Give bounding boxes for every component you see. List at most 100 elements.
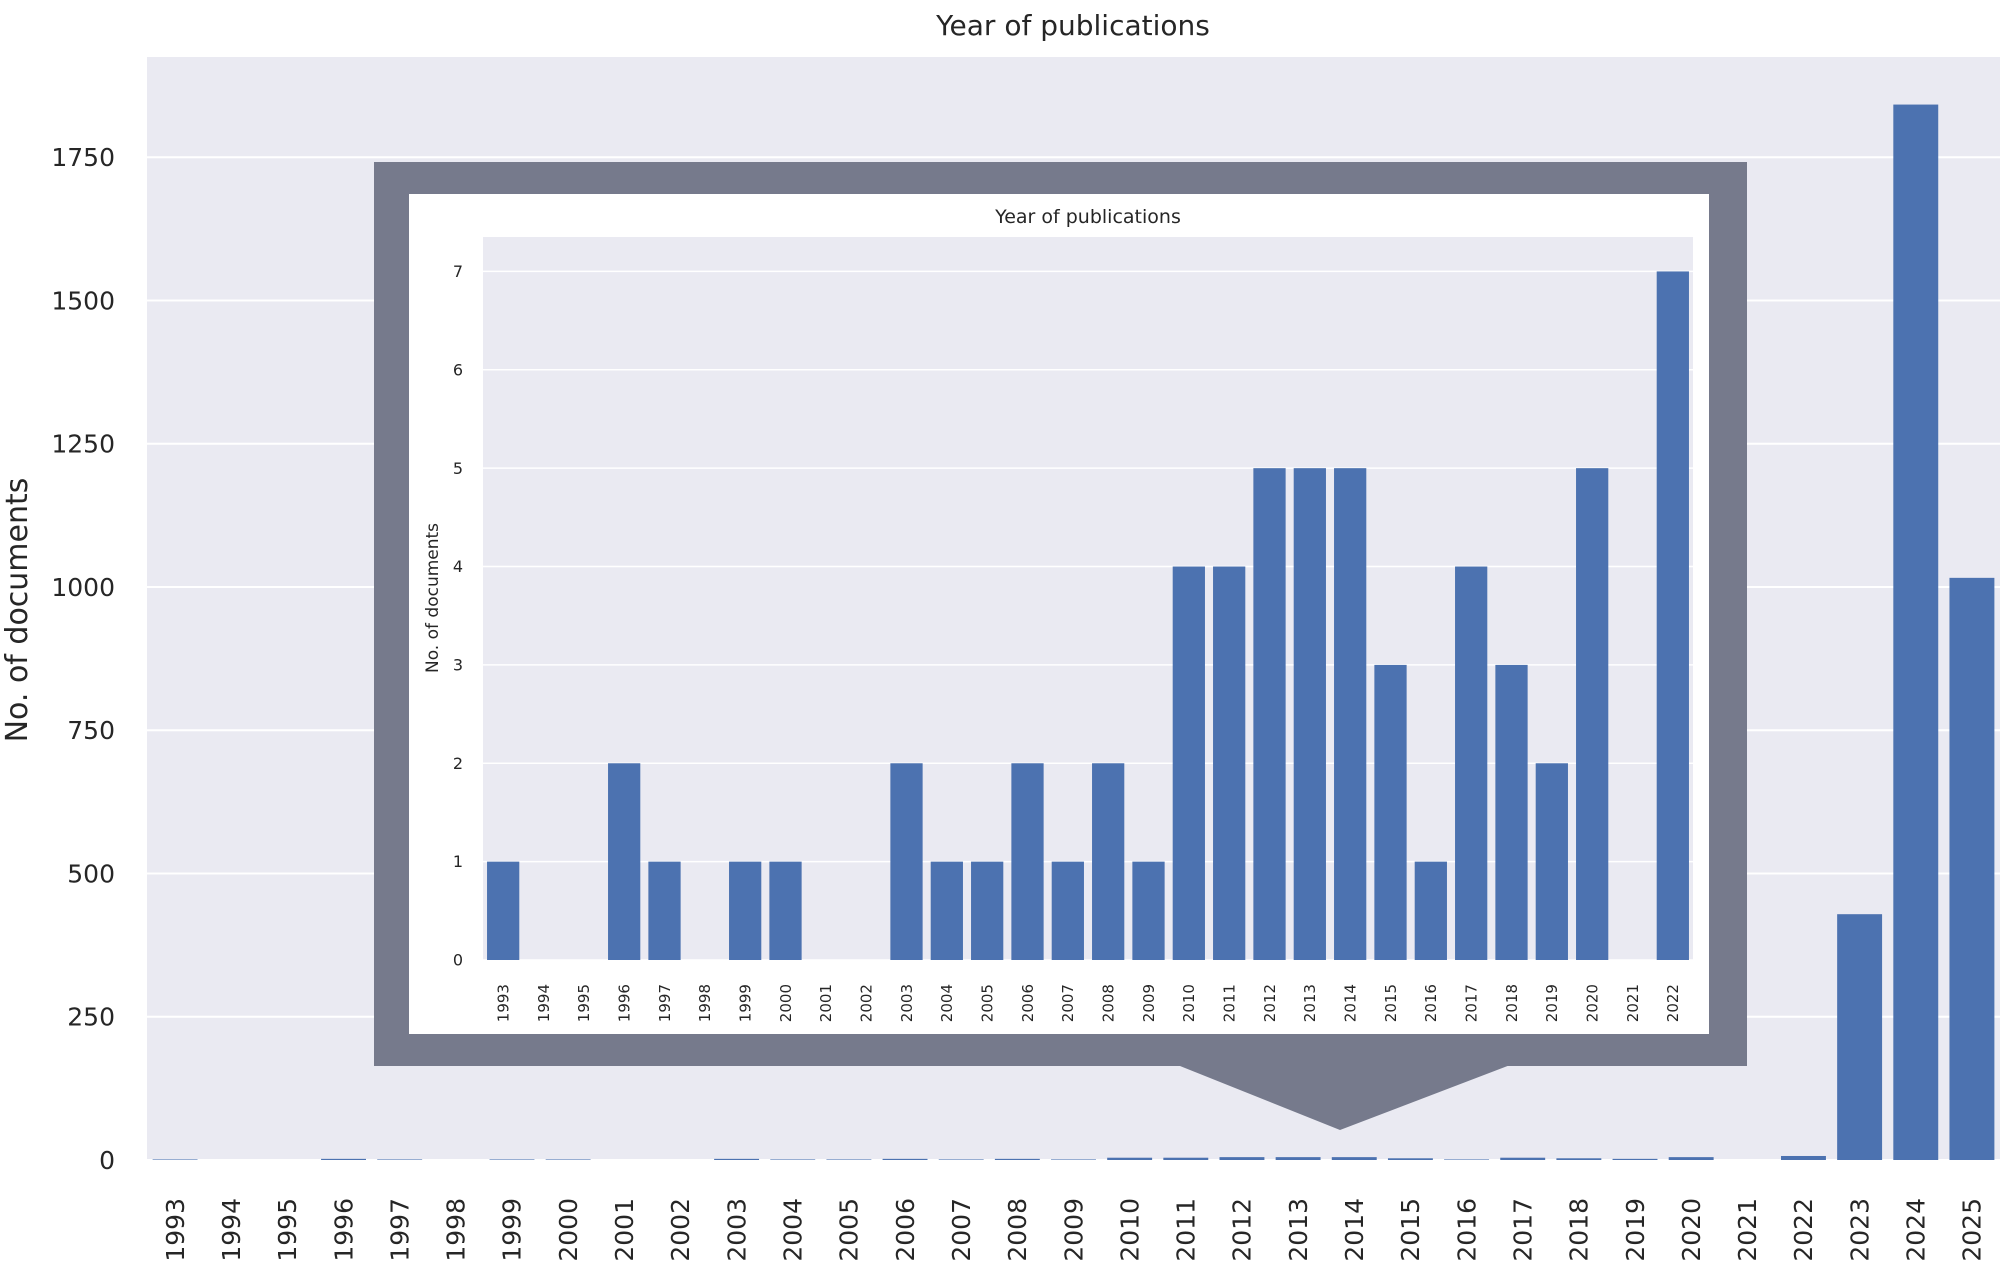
main-x-tick-label: 2003 (722, 1198, 751, 1262)
main-x-tick-label: 2011 (1172, 1198, 1201, 1262)
main-x-tick-label: 2017 (1508, 1198, 1537, 1262)
inset-x-tick-label: 2008 (1099, 984, 1117, 1022)
inset-x-tick-label: 2007 (1059, 984, 1077, 1022)
main-bar-2011 (1163, 1157, 1209, 1160)
main-x-tick-label: 2016 (1452, 1198, 1481, 1262)
inset-x-tick-label: 1999 (736, 984, 754, 1022)
inset-bar-2003 (890, 763, 923, 960)
main-x-tick-label: 1994 (217, 1198, 246, 1262)
main-y-tick-label: 500 (67, 859, 115, 888)
main-y-tick-label: 1750 (51, 143, 115, 172)
inset-y-tick-label: 4 (453, 557, 463, 576)
main-x-tick-label: 2015 (1396, 1198, 1425, 1262)
inset-bar-1999 (729, 861, 762, 960)
inset-y-tick-label: 6 (453, 360, 463, 379)
inset-x-tick-label: 2013 (1301, 984, 1319, 1022)
main-chart-title: Year of publications (935, 9, 1210, 42)
main-x-tick-labels: 1993 1994 1995 1996 1997 1998 1999 2000 2001 2002… (161, 1198, 1987, 1262)
main-x-tick-label: 2006 (891, 1198, 920, 1262)
main-bar-1997 (377, 1159, 423, 1160)
inset-x-tick-label: 2001 (817, 984, 835, 1022)
inset-x-tick-labels: 1993 1994 1995 1996 1997 1998 1999 2000 2001 2002… (494, 984, 1682, 1022)
main-bar-2009 (1051, 1159, 1096, 1160)
main-x-tick-label: 2004 (778, 1198, 807, 1262)
inset-x-tick-label: 2017 (1462, 984, 1480, 1022)
main-bar-2004 (770, 1159, 816, 1160)
main-y-tick-label: 250 (67, 1003, 115, 1032)
inset-bar-2011 (1213, 566, 1246, 960)
inset-chart-title: Year of publications (994, 206, 1181, 228)
inset-x-tick-label: 2019 (1543, 984, 1561, 1022)
inset-y-tick-label: 0 (453, 951, 463, 970)
inset-bar-2012 (1253, 468, 1286, 960)
inset-x-tick-label: 2006 (1019, 984, 1037, 1022)
main-y-tick-labels: 0 250 500 750 1000 1250 1500 1750 (51, 143, 115, 1175)
inset-y-tick-label: 3 (453, 655, 463, 674)
main-bar-2015 (1387, 1158, 1433, 1160)
inset-x-tick-label: 2014 (1341, 984, 1359, 1022)
main-bar-2003 (714, 1158, 760, 1160)
inset-x-tick-label: 2020 (1583, 984, 1601, 1022)
inset-bar-2000 (769, 861, 802, 960)
main-x-tick-label: 2012 (1228, 1198, 1257, 1262)
main-bar-2010 (1107, 1157, 1153, 1160)
inset-bar-2014 (1334, 468, 1367, 960)
main-x-tick-label: 2018 (1565, 1198, 1594, 1262)
main-bar-2016 (1444, 1159, 1490, 1160)
inset-bar-2016 (1414, 861, 1447, 960)
inset-x-tick-label: 2022 (1664, 984, 1682, 1022)
inset-bar-2022 (1656, 271, 1689, 960)
inset-x-tick-label: 2011 (1220, 984, 1238, 1022)
inset-x-tick-label: 2012 (1261, 984, 1279, 1022)
main-bar-2005 (826, 1159, 872, 1160)
inset-bar-2015 (1374, 664, 1407, 960)
zoom-callout: 0 1 2 3 4 5 6 7 1993 1994 1995 1996 1997 1998 1999 200… (374, 162, 1747, 1130)
main-bar-2013 (1275, 1157, 1321, 1160)
main-x-tick-label: 2005 (835, 1198, 864, 1262)
inset-x-tick-label: 1996 (615, 984, 633, 1022)
main-bar-2006 (882, 1158, 928, 1160)
inset-y-tick-label: 5 (453, 459, 463, 478)
main-x-tick-label: 2023 (1845, 1198, 1874, 1262)
inset-bar-2017 (1455, 566, 1488, 960)
main-x-tick-label: 2022 (1789, 1198, 1818, 1262)
inset-x-tick-label: 1994 (535, 984, 553, 1022)
callout-pointer (1170, 1062, 1518, 1130)
inset-bar-2020 (1576, 468, 1609, 960)
inset-x-tick-label: 1995 (575, 984, 593, 1022)
inset-chart: 0 1 2 3 4 5 6 7 1993 1994 1995 1996 1997 1998 1999 200… (423, 206, 1693, 1022)
inset-x-tick-label: 2015 (1382, 984, 1400, 1022)
main-bars (152, 104, 1995, 1161)
inset-bar-1996 (608, 763, 641, 960)
main-bar-1996 (321, 1158, 366, 1160)
main-bar-2019 (1612, 1158, 1658, 1160)
inset-y-tick-label: 7 (453, 262, 463, 281)
main-y-tick-label: 1250 (51, 430, 115, 459)
inset-x-tick-label: 1993 (494, 984, 512, 1022)
main-x-tick-label: 2009 (1059, 1198, 1088, 1262)
main-x-tick-label: 2008 (1003, 1198, 1032, 1262)
inset-bars (487, 271, 1689, 960)
inset-x-tick-label: 2002 (857, 984, 875, 1022)
inset-bar-2006 (1011, 763, 1044, 960)
inset-x-tick-label: 2005 (978, 984, 996, 1022)
main-x-tick-label: 2001 (610, 1198, 639, 1262)
inset-x-tick-label: 2010 (1180, 984, 1198, 1022)
main-x-tick-label: 2002 (666, 1198, 695, 1262)
main-x-tick-label: 2007 (947, 1198, 976, 1262)
inset-bar-2005 (971, 861, 1004, 960)
main-x-tick-label: 1998 (442, 1198, 471, 1262)
inset-x-tick-label: 2018 (1503, 984, 1521, 1022)
main-bar-2024 (1893, 104, 1939, 1161)
inset-bar-2004 (930, 861, 963, 960)
inset-bar-2007 (1051, 861, 1084, 960)
inset-plot-area (483, 237, 1693, 960)
main-y-tick-label: 0 (99, 1146, 115, 1175)
main-x-tick-label: 2000 (554, 1198, 583, 1262)
main-bar-2000 (545, 1159, 591, 1160)
inset-x-tick-label: 2016 (1422, 984, 1440, 1022)
main-x-tick-label: 2014 (1340, 1198, 1369, 1262)
main-bar-2018 (1556, 1158, 1602, 1160)
inset-bar-2008 (1092, 763, 1125, 960)
main-x-tick-label: 1995 (273, 1198, 302, 1262)
